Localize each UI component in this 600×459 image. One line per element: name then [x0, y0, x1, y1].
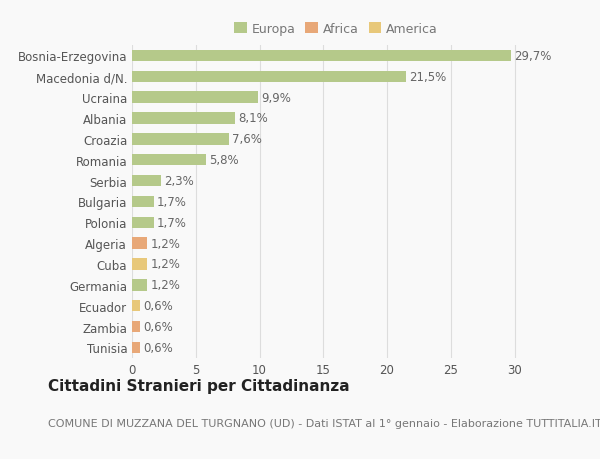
- Text: 1,2%: 1,2%: [151, 237, 181, 250]
- Legend: Europa, Africa, America: Europa, Africa, America: [232, 20, 440, 38]
- Bar: [132, 92, 258, 104]
- Text: 9,9%: 9,9%: [262, 91, 291, 104]
- Bar: [132, 300, 140, 312]
- Text: 1,2%: 1,2%: [151, 258, 181, 271]
- Text: COMUNE DI MUZZANA DEL TURGNANO (UD) - Dati ISTAT al 1° gennaio - Elaborazione TU: COMUNE DI MUZZANA DEL TURGNANO (UD) - Da…: [48, 418, 600, 428]
- Text: 0,6%: 0,6%: [143, 300, 173, 313]
- Text: 29,7%: 29,7%: [514, 50, 551, 63]
- Text: 1,7%: 1,7%: [157, 216, 187, 229]
- Bar: [132, 259, 148, 270]
- Bar: [132, 134, 229, 145]
- Bar: [132, 280, 148, 291]
- Bar: [132, 217, 154, 229]
- Text: 2,3%: 2,3%: [164, 175, 194, 188]
- Text: 0,6%: 0,6%: [143, 341, 173, 354]
- Bar: [132, 342, 140, 353]
- Bar: [132, 50, 511, 62]
- Bar: [132, 321, 140, 332]
- Bar: [132, 113, 235, 124]
- Text: 7,6%: 7,6%: [232, 133, 262, 146]
- Text: Cittadini Stranieri per Cittadinanza: Cittadini Stranieri per Cittadinanza: [48, 379, 350, 394]
- Bar: [132, 72, 406, 83]
- Bar: [132, 155, 206, 166]
- Text: 1,7%: 1,7%: [157, 196, 187, 208]
- Text: 0,6%: 0,6%: [143, 320, 173, 333]
- Text: 1,2%: 1,2%: [151, 279, 181, 291]
- Text: 8,1%: 8,1%: [238, 112, 268, 125]
- Bar: [132, 238, 148, 249]
- Bar: [132, 196, 154, 207]
- Text: 21,5%: 21,5%: [409, 71, 446, 84]
- Text: 5,8%: 5,8%: [209, 154, 239, 167]
- Bar: [132, 175, 161, 187]
